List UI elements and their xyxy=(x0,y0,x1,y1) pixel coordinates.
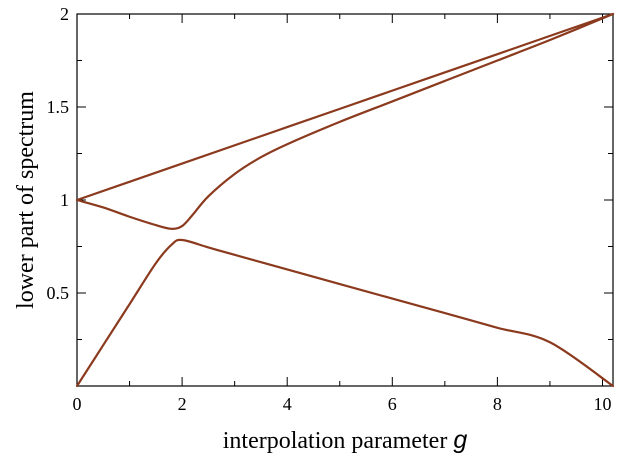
x-tick-label: 0 xyxy=(73,394,82,414)
y-axis-title: lower part of spectrum xyxy=(13,91,39,309)
x-axis-title-text: interpolation parameter xyxy=(223,428,448,454)
axis-ticks xyxy=(77,14,613,386)
x-axis-title: interpolation parameter g xyxy=(223,426,468,454)
series-lines xyxy=(75,12,615,388)
x-axis-variable: g xyxy=(453,426,467,454)
x-tick-label: 4 xyxy=(283,394,292,414)
series-line-3 xyxy=(75,238,615,388)
y-tick-label: 0.5 xyxy=(47,283,70,303)
series-line-2 xyxy=(75,12,615,230)
series-line-1 xyxy=(75,12,615,202)
tick-labels: 0 2 4 6 8 10 0.5 1 1.5 2 xyxy=(47,4,612,414)
x-tick-label: 6 xyxy=(388,394,397,414)
y-tick-label: 2 xyxy=(60,4,69,24)
plot-frame xyxy=(76,13,614,387)
x-tick-label: 8 xyxy=(493,394,502,414)
y-tick-label: 1 xyxy=(60,190,69,210)
x-tick-label: 10 xyxy=(593,394,611,414)
y-tick-label: 1.5 xyxy=(47,97,70,117)
x-tick-label: 2 xyxy=(178,394,187,414)
